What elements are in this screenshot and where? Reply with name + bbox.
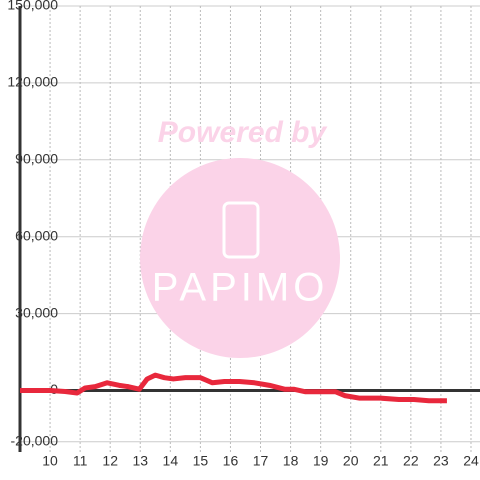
watermark-icon (222, 201, 260, 259)
y-tick-label: 150,000 (7, 0, 58, 13)
watermark: Powered by PAPIMO (140, 116, 340, 358)
x-tick-label: 13 (132, 453, 148, 469)
x-tick-label: 21 (373, 453, 389, 469)
y-tick-label: 60,000 (15, 227, 58, 243)
x-tick-label: 24 (463, 453, 479, 469)
plot: 150,000120,00090,00060,00030,0000-20,000… (7, 0, 480, 469)
x-tick-label: 15 (193, 453, 209, 469)
x-tick-label: 17 (253, 453, 269, 469)
x-tick-label: 11 (73, 453, 88, 469)
x-tick-label: 16 (223, 453, 239, 469)
y-tick-label: 30,000 (15, 304, 58, 320)
y-tick-label: 120,000 (7, 74, 58, 90)
watermark-logo: PAPIMO (152, 266, 329, 310)
y-tick-label: 90,000 (15, 150, 58, 166)
watermark-text: Powered by (158, 116, 328, 149)
y-tick-label: -20,000 (11, 432, 59, 448)
x-tick-label: 20 (343, 453, 359, 469)
series-line (20, 372, 447, 404)
x-tick-label: 23 (433, 453, 449, 469)
x-tick-label: 18 (283, 453, 299, 469)
x-tick-label: 14 (163, 453, 179, 469)
x-tick-label: 19 (313, 453, 329, 469)
x-tick-label: 12 (102, 453, 118, 469)
x-tick-label: 10 (42, 453, 58, 469)
x-tick-label: 22 (403, 453, 419, 469)
